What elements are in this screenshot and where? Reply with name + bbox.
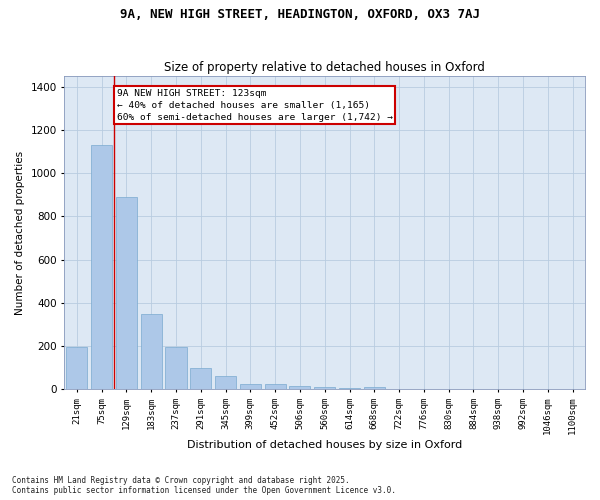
Bar [240,384,261,389]
Bar [190,368,211,389]
Text: 9A NEW HIGH STREET: 123sqm
← 40% of detached houses are smaller (1,165)
60% of s: 9A NEW HIGH STREET: 123sqm ← 40% of deta… [116,89,392,122]
X-axis label: Distribution of detached houses by size in Oxford: Distribution of detached houses by size … [187,440,463,450]
Text: 9A, NEW HIGH STREET, HEADINGTON, OXFORD, OX3 7AJ: 9A, NEW HIGH STREET, HEADINGTON, OXFORD,… [120,8,480,20]
Bar [364,387,385,389]
Bar [314,387,335,389]
Bar [116,197,137,389]
Bar [67,347,88,389]
Bar [215,376,236,389]
Y-axis label: Number of detached properties: Number of detached properties [15,150,25,314]
Bar [166,347,187,389]
Bar [289,386,310,389]
Bar [339,388,360,389]
Text: Contains HM Land Registry data © Crown copyright and database right 2025.
Contai: Contains HM Land Registry data © Crown c… [12,476,396,495]
Bar [265,384,286,389]
Bar [140,314,162,389]
Title: Size of property relative to detached houses in Oxford: Size of property relative to detached ho… [164,60,485,74]
Bar [91,145,112,389]
